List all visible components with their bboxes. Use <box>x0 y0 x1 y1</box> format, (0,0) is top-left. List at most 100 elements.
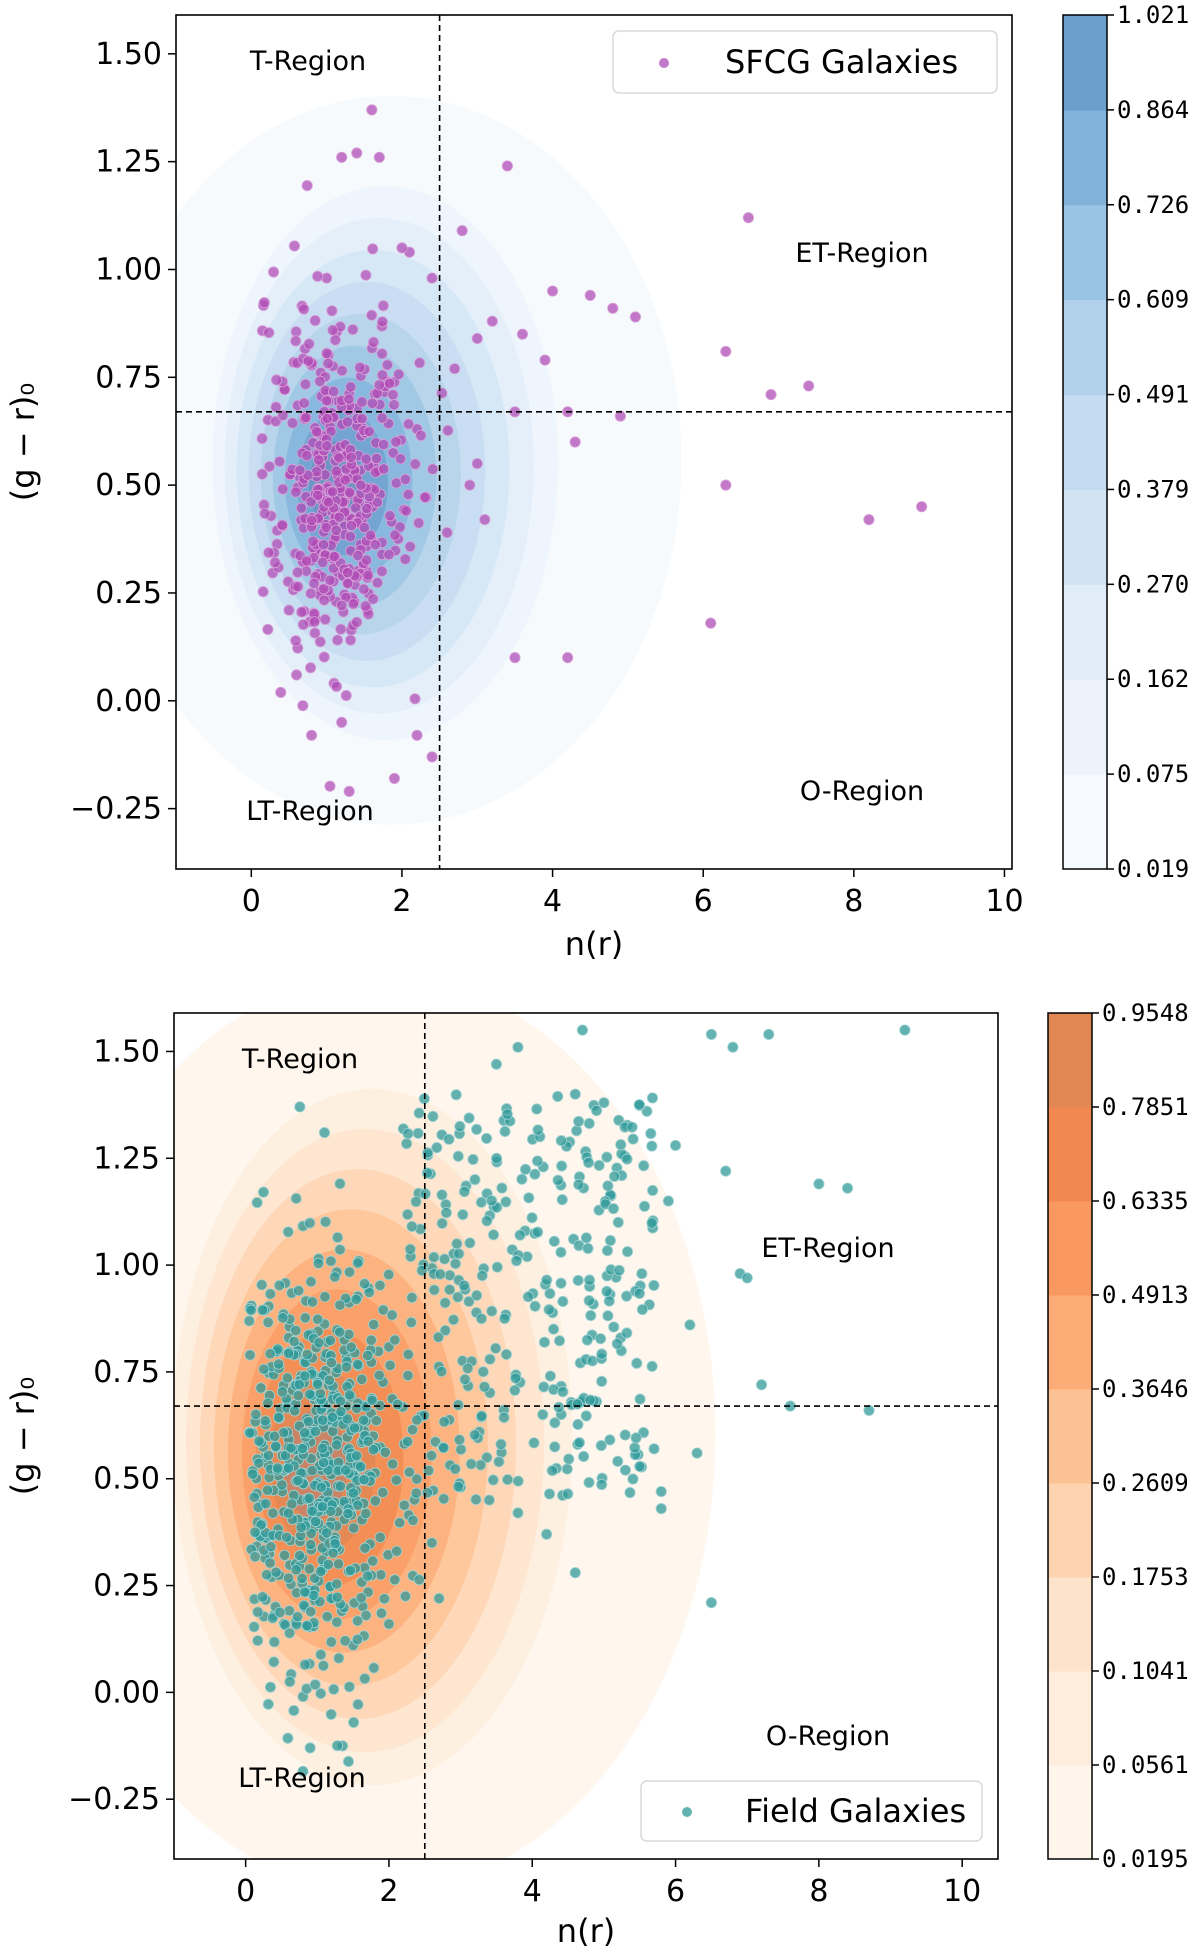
y-tick-label: 0.00 <box>93 1675 160 1710</box>
colorbar-band <box>1048 1201 1092 1296</box>
data-point <box>583 1476 595 1489</box>
data-point <box>302 355 314 367</box>
data-point <box>347 323 359 336</box>
data-point <box>314 375 326 387</box>
data-point <box>411 1473 423 1485</box>
data-point <box>286 417 299 429</box>
data-point <box>464 1237 476 1249</box>
data-point <box>283 604 295 616</box>
data-point <box>583 1274 596 1286</box>
y-tick-label: 0.25 <box>93 1569 160 1604</box>
x-tick-label: 6 <box>666 1874 685 1909</box>
data-point <box>305 587 317 600</box>
data-point <box>362 1349 374 1362</box>
data-point <box>252 1635 264 1647</box>
data-point <box>463 1295 475 1308</box>
data-point <box>282 1572 295 1584</box>
data-point <box>256 468 268 480</box>
data-point <box>328 385 340 398</box>
data-point <box>390 436 402 448</box>
data-point <box>314 636 326 648</box>
data-point <box>603 1295 615 1307</box>
colorbar-band <box>1063 489 1107 585</box>
data-point <box>406 1424 419 1436</box>
data-point <box>439 1297 451 1309</box>
data-point <box>441 526 453 539</box>
data-point <box>289 1405 301 1417</box>
data-point <box>648 1443 660 1455</box>
data-point <box>273 1358 285 1370</box>
data-point <box>444 1284 456 1296</box>
data-point <box>371 577 384 589</box>
data-point <box>331 1578 343 1590</box>
colorbar-tick-label: 1.021 <box>1117 1 1189 29</box>
data-point <box>631 1357 643 1369</box>
data-point <box>290 1324 302 1337</box>
region-labels: T-Region ET-Region LT-Region O-Region <box>238 1044 894 1794</box>
colorbar-band <box>1048 1765 1092 1860</box>
data-point <box>268 1636 280 1648</box>
data-point <box>608 1321 620 1333</box>
data-point <box>477 1366 489 1378</box>
data-point <box>313 454 325 466</box>
data-point <box>705 617 717 629</box>
data-point <box>244 1427 256 1439</box>
data-point <box>330 524 342 536</box>
colorbar-tick-label: 0.162 <box>1117 665 1189 693</box>
data-point <box>528 1437 540 1449</box>
data-point <box>329 1538 341 1550</box>
data-point <box>299 1586 311 1598</box>
y-tick-label: 0.50 <box>93 1462 160 1497</box>
data-point <box>501 160 513 172</box>
data-point <box>490 1058 503 1070</box>
data-point <box>509 1384 521 1396</box>
data-point <box>328 1683 340 1695</box>
data-point <box>336 151 348 163</box>
data-point <box>253 1457 265 1469</box>
data-point <box>358 583 370 595</box>
data-point <box>291 1611 304 1623</box>
data-point <box>573 1115 585 1128</box>
data-point <box>406 1220 418 1233</box>
data-point <box>572 1274 584 1287</box>
data-point <box>572 1418 584 1431</box>
data-point <box>264 1288 276 1300</box>
x-tick-label: 10 <box>943 1874 981 1909</box>
data-point <box>481 1215 493 1227</box>
data-point <box>303 1563 316 1575</box>
colorbar-band <box>1063 109 1107 206</box>
data-point <box>383 1618 395 1630</box>
colorbar-tick-label: 0.9548 <box>1102 999 1189 1027</box>
data-point <box>428 1284 440 1296</box>
data-point <box>648 1279 660 1292</box>
data-point <box>458 1279 470 1292</box>
data-point <box>573 1178 585 1191</box>
data-point <box>538 1336 551 1348</box>
data-point <box>516 1173 528 1185</box>
data-point <box>555 1246 567 1258</box>
y-tick-label: −0.25 <box>68 1782 160 1817</box>
data-point <box>443 1133 455 1145</box>
data-point <box>601 1285 613 1298</box>
data-point <box>633 1287 646 1300</box>
data-point <box>334 1480 346 1492</box>
data-point <box>487 1474 499 1486</box>
data-point <box>299 1427 311 1439</box>
region-label-t: T-Region <box>241 1044 358 1075</box>
data-point <box>313 1337 325 1349</box>
data-point <box>571 1125 583 1137</box>
data-point <box>244 1349 256 1361</box>
data-point <box>347 1487 360 1499</box>
data-point <box>596 1375 608 1387</box>
data-point <box>386 1309 398 1321</box>
data-point <box>484 1353 496 1365</box>
data-point <box>354 361 366 374</box>
data-point <box>264 1557 276 1569</box>
data-point <box>282 1226 294 1238</box>
data-point <box>324 1334 336 1347</box>
data-point <box>290 635 302 647</box>
data-point <box>426 1537 438 1549</box>
colorbar-tick-label: 0.270 <box>1117 570 1189 598</box>
data-point <box>306 1464 318 1477</box>
data-point <box>264 1348 276 1360</box>
